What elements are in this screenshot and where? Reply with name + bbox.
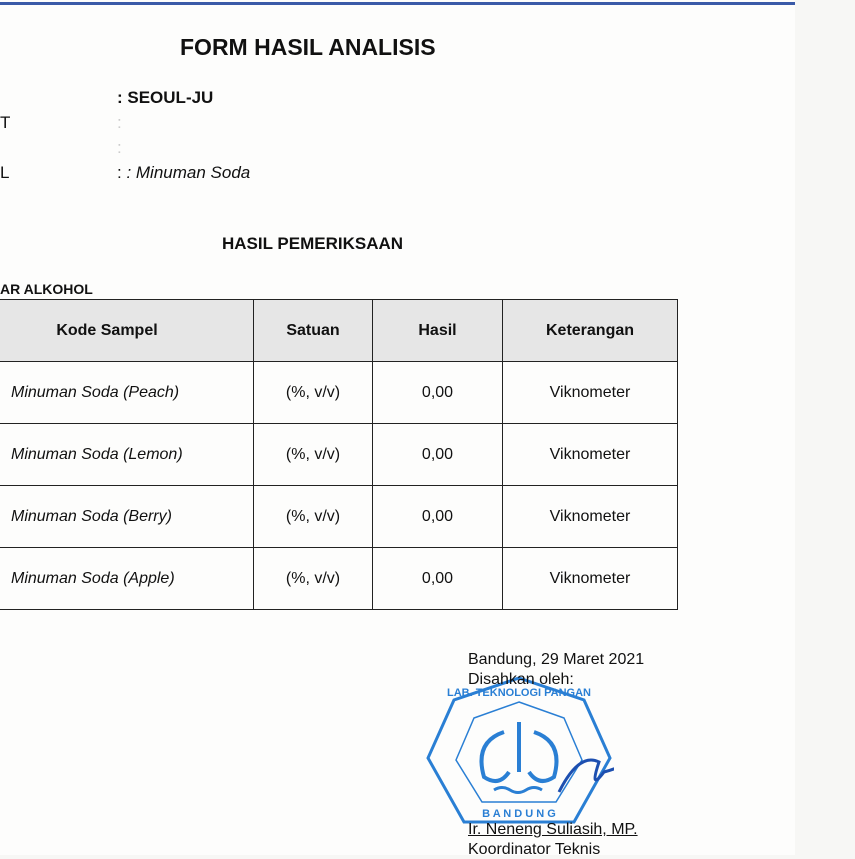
info-value-sample: : : Minuman Soda — [117, 163, 251, 182]
header-kode: Kode Sampel — [0, 299, 254, 362]
header-hasil: Hasil — [372, 299, 503, 362]
cell-hasil: 0,00 — [372, 547, 503, 610]
cell-keterangan: Viknometer — [502, 547, 678, 610]
cell-hasil: 0,00 — [372, 485, 503, 548]
cell-satuan: (%, v/v) — [253, 547, 373, 610]
table-row: Minuman Soda (Peach) (%, v/v) 0,00 Viknomet… — [0, 361, 678, 424]
cell-keterangan: Viknometer — [502, 485, 678, 548]
cell-satuan: (%, v/v) — [253, 423, 373, 486]
cell-satuan: (%, v/v) — [253, 361, 373, 424]
cell-keterangan: Viknometer — [502, 361, 678, 424]
info-value-redacted: : — [117, 138, 122, 157]
table-row: Minuman Soda (Apple) (%, v/v) 0,00 Viknomet… — [0, 547, 678, 610]
form-title: FORM HASIL ANALISIS — [180, 34, 436, 60]
info-label: L — [0, 163, 10, 182]
info-label: T — [0, 113, 11, 132]
sub-title: AR ALKOHOL — [0, 281, 93, 297]
cell-kode: Minuman Soda (Berry) — [0, 485, 254, 548]
lab-stamp: LAB. TEKNOLOGI PANGAN B A N D U N G — [426, 676, 614, 824]
stamp-text: LAB. TEKNOLOGI PANGAN — [447, 687, 591, 699]
signer-position: Koordinator Teknis — [468, 841, 601, 858]
header-satuan: Satuan — [253, 299, 373, 362]
cell-kode: Minuman Soda (Lemon) — [0, 423, 254, 486]
signer-name: Ir. Neneng Suliasih, MP. — [468, 821, 638, 838]
header-keterangan: Keterangan — [502, 299, 678, 362]
cell-satuan: (%, v/v) — [253, 485, 373, 548]
stamp-text: B A N D U N G — [482, 808, 556, 820]
info-value-name: : SEOUL-JU — [117, 88, 214, 107]
table-row: Minuman Soda (Lemon) (%, v/v) 0,00 Viknomet… — [0, 423, 678, 486]
table-row: Minuman Soda (Berry) (%, v/v) 0,00 Viknomet… — [0, 485, 678, 548]
cell-hasil: 0,00 — [372, 361, 503, 424]
section-title: HASIL PEMERIKSAAN — [222, 234, 404, 253]
place-date: Bandung, 29 Maret 2021 — [468, 651, 645, 668]
info-value-redacted: : — [117, 113, 122, 132]
sample-type: : Minuman Soda — [126, 163, 251, 182]
cell-keterangan: Viknometer — [502, 423, 678, 486]
top-border — [0, 2, 795, 5]
results-table: Kode Sampel Satuan Hasil Keterangan Minu… — [0, 299, 678, 610]
cell-hasil: 0,00 — [372, 423, 503, 486]
cell-kode: Minuman Soda (Apple) — [0, 547, 254, 610]
table-header: Kode Sampel Satuan Hasil Keterangan — [0, 299, 678, 362]
approved-by: Disahkan oleh: — [468, 671, 574, 688]
cell-kode: Minuman Soda (Peach) — [0, 361, 254, 424]
